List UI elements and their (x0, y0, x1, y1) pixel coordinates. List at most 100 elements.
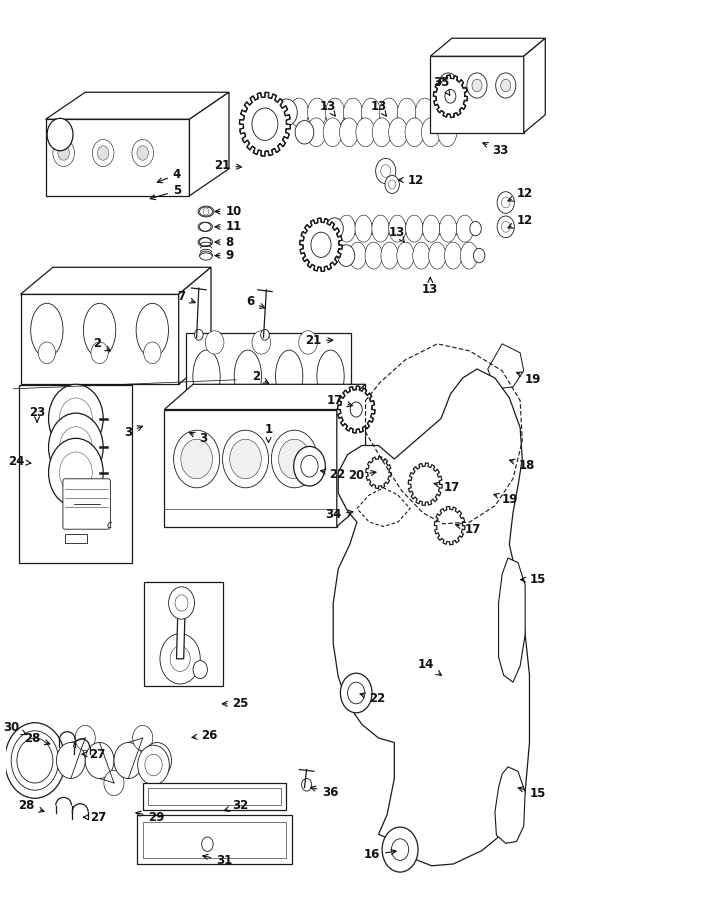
Bar (144, 582, 223, 686)
Circle shape (59, 398, 92, 439)
Text: 27: 27 (83, 811, 107, 824)
Circle shape (199, 392, 214, 410)
Text: 27: 27 (82, 748, 105, 760)
Circle shape (314, 237, 328, 254)
Polygon shape (430, 38, 545, 56)
Polygon shape (406, 215, 423, 242)
Circle shape (91, 342, 108, 364)
Circle shape (57, 742, 86, 778)
Circle shape (86, 742, 114, 778)
Polygon shape (165, 410, 337, 526)
Polygon shape (365, 242, 382, 269)
Polygon shape (307, 98, 326, 127)
Text: 1: 1 (265, 423, 273, 443)
Circle shape (341, 673, 372, 713)
Text: 14: 14 (418, 658, 442, 675)
Circle shape (59, 452, 92, 493)
Polygon shape (381, 242, 398, 269)
Circle shape (443, 79, 453, 92)
Circle shape (47, 119, 73, 151)
Text: 5: 5 (150, 184, 181, 200)
Polygon shape (415, 98, 434, 127)
Text: 6: 6 (246, 295, 265, 309)
Polygon shape (239, 93, 291, 156)
Polygon shape (339, 223, 473, 234)
Bar (137, 814, 291, 864)
Polygon shape (438, 118, 457, 147)
Polygon shape (362, 98, 381, 127)
Circle shape (385, 176, 399, 194)
Circle shape (58, 146, 70, 160)
Polygon shape (355, 215, 372, 242)
Text: 25: 25 (223, 698, 249, 710)
Circle shape (302, 778, 312, 791)
Text: 30: 30 (3, 721, 26, 734)
Circle shape (145, 754, 162, 776)
Polygon shape (300, 219, 342, 271)
Polygon shape (434, 75, 468, 118)
Text: 8: 8 (215, 236, 233, 248)
Polygon shape (338, 386, 375, 433)
Text: 17: 17 (326, 394, 352, 407)
Text: 13: 13 (389, 226, 405, 242)
Circle shape (382, 827, 418, 872)
Polygon shape (349, 242, 366, 269)
Text: 23: 23 (29, 406, 45, 422)
Circle shape (230, 439, 261, 479)
Polygon shape (456, 215, 473, 242)
Text: 12: 12 (398, 174, 423, 186)
Polygon shape (308, 127, 455, 138)
Circle shape (143, 742, 172, 778)
Circle shape (282, 392, 297, 410)
Polygon shape (176, 608, 185, 659)
Text: 36: 36 (310, 786, 339, 798)
Circle shape (444, 519, 455, 532)
Polygon shape (326, 98, 344, 127)
Text: 4: 4 (157, 168, 181, 183)
Text: 18: 18 (510, 459, 535, 472)
Circle shape (38, 342, 56, 364)
Circle shape (501, 79, 511, 92)
Polygon shape (20, 294, 178, 384)
Circle shape (294, 446, 326, 486)
Circle shape (347, 682, 365, 704)
Polygon shape (20, 267, 211, 294)
Circle shape (175, 595, 188, 611)
Text: 28: 28 (19, 799, 44, 812)
Circle shape (194, 329, 203, 340)
Text: 11: 11 (215, 220, 241, 233)
Polygon shape (421, 118, 440, 147)
Circle shape (97, 146, 109, 160)
Circle shape (497, 192, 514, 213)
Circle shape (311, 232, 331, 257)
Text: 31: 31 (203, 854, 232, 867)
Circle shape (295, 121, 314, 144)
Circle shape (389, 180, 396, 189)
Polygon shape (356, 118, 375, 147)
Polygon shape (405, 118, 424, 147)
Polygon shape (46, 93, 229, 119)
Circle shape (11, 731, 59, 790)
Circle shape (381, 165, 391, 177)
Bar (148, 788, 281, 805)
Circle shape (114, 742, 143, 778)
Circle shape (59, 427, 92, 468)
Circle shape (445, 89, 456, 104)
Circle shape (323, 392, 338, 410)
Circle shape (260, 329, 269, 340)
Bar (19, 385, 132, 562)
Polygon shape (499, 558, 525, 682)
Text: 15: 15 (521, 573, 546, 586)
Circle shape (252, 108, 278, 140)
Polygon shape (339, 118, 358, 147)
Circle shape (438, 73, 458, 98)
Polygon shape (344, 98, 362, 127)
Circle shape (241, 392, 255, 410)
Polygon shape (389, 118, 407, 147)
Circle shape (376, 158, 396, 184)
Circle shape (132, 140, 154, 166)
Circle shape (252, 331, 270, 355)
Polygon shape (323, 118, 342, 147)
Circle shape (472, 79, 482, 92)
Circle shape (502, 197, 510, 208)
